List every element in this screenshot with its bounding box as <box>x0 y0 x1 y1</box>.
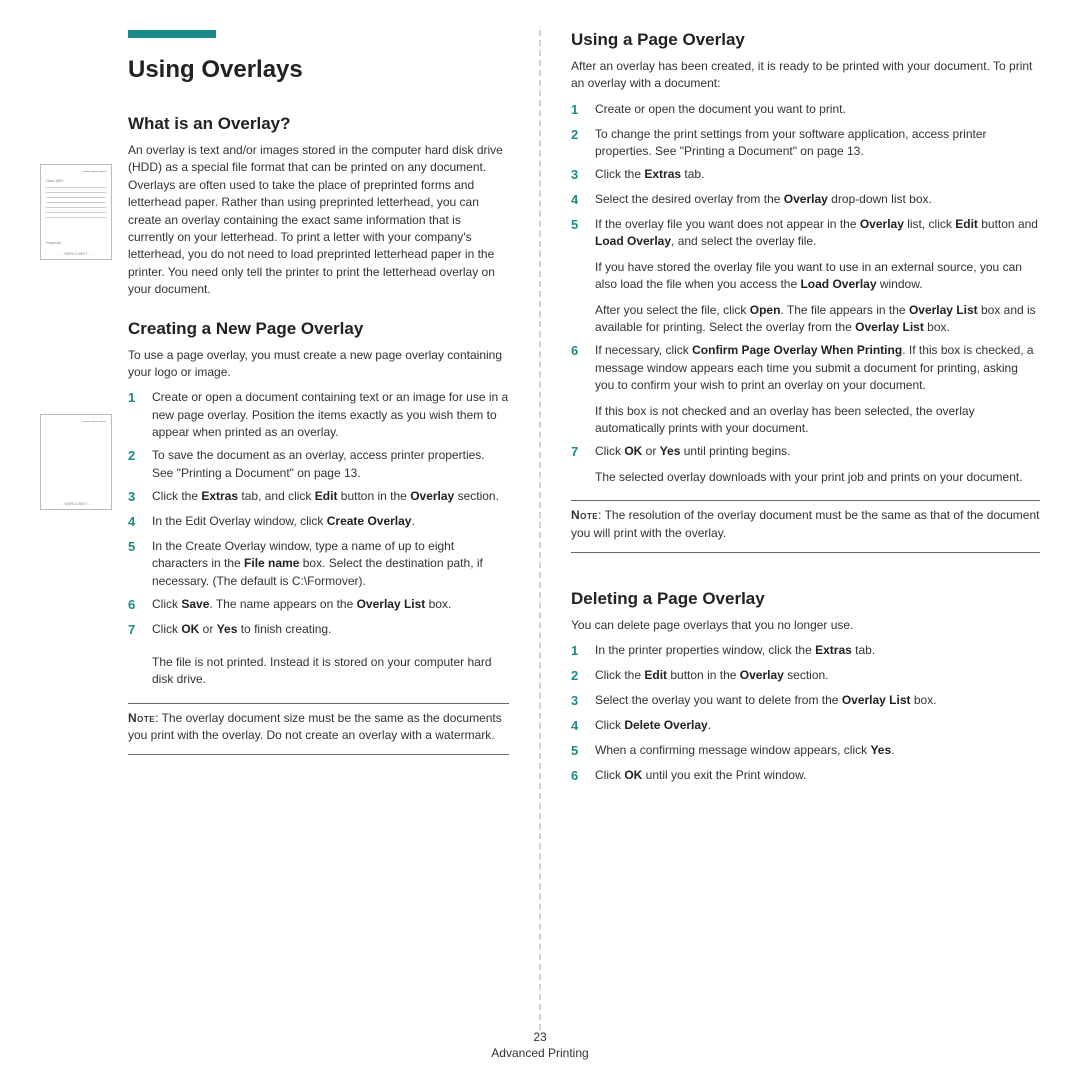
section-deleting-intro: You can delete page overlays that you no… <box>571 617 1040 634</box>
step-text: If necessary, click Confirm Page Overlay… <box>595 342 1040 437</box>
step-item: 3 Click the Extras tab, and click Edit bu… <box>128 488 509 507</box>
step-item: 2 To save the document as an overlay, acc… <box>128 447 509 482</box>
step-number: 5 <box>571 216 585 235</box>
step-item: 4 Click Delete Overlay. <box>571 717 1040 736</box>
step-number: 3 <box>571 166 585 185</box>
note-rule <box>571 500 1040 501</box>
step-number: 3 <box>571 692 585 711</box>
step-number: 4 <box>128 513 142 532</box>
step-item: 6 Click OK until you exit the Print windo… <box>571 767 1040 786</box>
page-number: 23 <box>0 1030 1080 1044</box>
using-note: Note: The resolution of the overlay docu… <box>571 507 1040 542</box>
step-text: To save the document as an overlay, acce… <box>152 447 509 482</box>
step-text: Click OK or Yes until printing begins.Th… <box>595 443 1040 486</box>
step-number: 5 <box>128 538 142 557</box>
note-rule <box>128 703 509 704</box>
step-text: Click OK until you exit the Print window… <box>595 767 1040 784</box>
step-number: 4 <box>571 717 585 736</box>
step-number: 2 <box>571 126 585 145</box>
creating-note: Note: The overlay document size must be … <box>128 710 509 745</box>
step-item: 6 If necessary, click Confirm Page Overla… <box>571 342 1040 437</box>
step-number: 4 <box>571 191 585 210</box>
step-text: Select the desired overlay from the Over… <box>595 191 1040 208</box>
step-text: In the Edit Overlay window, click Create… <box>152 513 509 530</box>
page-footer: 23 Advanced Printing <box>0 1030 1080 1060</box>
step-text: Click the Extras tab. <box>595 166 1040 183</box>
step-text: When a confirming message window appears… <box>595 742 1040 759</box>
step-item: 1 Create or open a document containing te… <box>128 389 509 441</box>
note-rule <box>128 754 509 755</box>
using-steps-list: 1 Create or open the document you want to… <box>571 101 1040 486</box>
note-text: : The resolution of the overlay document… <box>571 508 1040 539</box>
note-label: Note <box>128 711 155 725</box>
section-what-is-overlay-heading: What is an Overlay? <box>128 114 509 134</box>
section-using-intro: After an overlay has been created, it is… <box>571 58 1040 93</box>
step-text: Create or open the document you want to … <box>595 101 1040 118</box>
step-item: 3 Click the Extras tab. <box>571 166 1040 185</box>
step-number: 1 <box>571 101 585 120</box>
step-number: 1 <box>128 389 142 408</box>
section-using-heading: Using a Page Overlay <box>571 30 1040 50</box>
section-what-is-overlay-body: An overlay is text and/or images stored … <box>128 142 509 299</box>
creating-trailing-text: The file is not printed. Instead it is s… <box>152 654 509 689</box>
step-number: 7 <box>571 443 585 462</box>
step-text: If the overlay file you want does not ap… <box>595 216 1040 336</box>
step-item: 7 Click OK or Yes to finish creating. <box>128 621 509 640</box>
step-item: 5 In the Create Overlay window, type a na… <box>128 538 509 590</box>
step-item: 2 Click the Edit button in the Overlay se… <box>571 667 1040 686</box>
step-text: Click the Edit button in the Overlay sec… <box>595 667 1040 684</box>
step-number: 6 <box>571 767 585 786</box>
step-number: 1 <box>571 642 585 661</box>
step-item: 1 In the printer properties window, click… <box>571 642 1040 661</box>
deleting-steps-list: 1 In the printer properties window, click… <box>571 642 1040 785</box>
step-text: In the printer properties window, click … <box>595 642 1040 659</box>
step-item: 1 Create or open the document you want to… <box>571 101 1040 120</box>
step-number: 2 <box>571 667 585 686</box>
creating-steps-list: 1 Create or open a document containing te… <box>128 389 509 640</box>
step-text: Click OK or Yes to finish creating. <box>152 621 509 638</box>
footer-section-name: Advanced Printing <box>491 1046 588 1060</box>
step-text: To change the print settings from your s… <box>595 126 1040 161</box>
step-item: 3 Select the overlay you want to delete f… <box>571 692 1040 711</box>
step-number: 6 <box>571 342 585 361</box>
title-accent-rule <box>128 30 216 38</box>
step-item: 6 Click Save. The name appears on the Ove… <box>128 596 509 615</box>
section-deleting-heading: Deleting a Page Overlay <box>571 589 1040 609</box>
step-item: 2 To change the print settings from your … <box>571 126 1040 161</box>
step-item: 5 When a confirming message window appear… <box>571 742 1040 761</box>
step-text: Click Delete Overlay. <box>595 717 1040 734</box>
section-creating-intro: To use a page overlay, you must create a… <box>128 347 509 382</box>
step-text: Select the overlay you want to delete fr… <box>595 692 1040 709</box>
step-item: 5 If the overlay file you want does not a… <box>571 216 1040 336</box>
step-text: Click the Extras tab, and click Edit but… <box>152 488 509 505</box>
step-item: 4 Select the desired overlay from the Ove… <box>571 191 1040 210</box>
note-text: : The overlay document size must be the … <box>128 711 502 742</box>
step-item: 4 In the Edit Overlay window, click Creat… <box>128 513 509 532</box>
note-label: Note <box>571 508 598 522</box>
step-number: 5 <box>571 742 585 761</box>
page-title: Using Overlays <box>128 56 509 84</box>
step-number: 7 <box>128 621 142 640</box>
step-item: 7 Click OK or Yes until printing begins.T… <box>571 443 1040 486</box>
step-number: 3 <box>128 488 142 507</box>
step-text: Create or open a document containing tex… <box>152 389 509 441</box>
section-creating-heading: Creating a New Page Overlay <box>128 319 509 339</box>
step-text: Click Save. The name appears on the Over… <box>152 596 509 613</box>
step-text: In the Create Overlay window, type a nam… <box>152 538 509 590</box>
step-number: 2 <box>128 447 142 466</box>
step-number: 6 <box>128 596 142 615</box>
note-rule <box>571 552 1040 553</box>
